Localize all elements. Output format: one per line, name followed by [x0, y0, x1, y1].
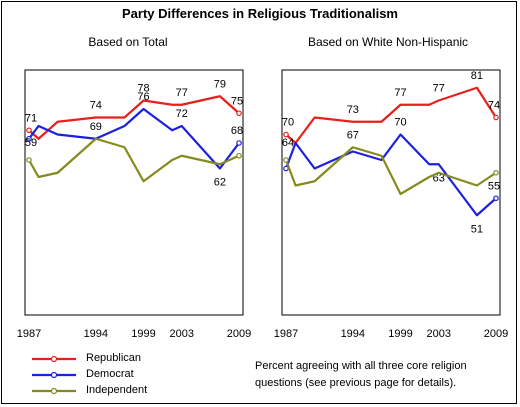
chart-0-marker-independent	[26, 157, 32, 163]
chart-0-data-label: 68	[231, 125, 243, 137]
right-chart-title: Based on White Non-Hispanic	[307, 35, 469, 49]
chart-1-data-label: 51	[471, 223, 483, 235]
chart-0-x-tick-label: 1999	[131, 328, 155, 340]
chart-1-x-tick-label: 2003	[426, 328, 450, 340]
chart-0-marker-republican	[26, 127, 32, 134]
chart-0-marker-democrat	[26, 135, 32, 142]
chart-0-data-label: 79	[214, 78, 226, 90]
legend-swatch-independent	[32, 387, 76, 395]
chart-0-data-label: 69	[90, 121, 102, 133]
chart-0-plot-frame	[24, 69, 244, 316]
chart-0-data-label: 74	[90, 100, 102, 112]
chart-1-data-label: 77	[394, 87, 406, 99]
chart-1-series-line-republican	[285, 86, 497, 145]
legend-label-democrat: Democrat	[86, 368, 134, 380]
chart-0-data-label: 77	[176, 87, 188, 99]
chart-1-series-line-democrat	[284, 133, 497, 217]
chart-1-marker-republican	[283, 131, 289, 138]
legend-marker-democrat	[50, 371, 58, 379]
footnote: Percent agreeing with all three core rel…	[255, 360, 467, 389]
chart-0-marker-independent	[236, 152, 242, 159]
legend-swatch-republican	[32, 355, 76, 363]
chart-0-x-tick-label: 1987	[17, 328, 41, 340]
chart-0-data-label: 75	[231, 95, 243, 107]
chart-0-data-label: 71	[25, 112, 37, 124]
chart-0-series-line-democrat	[28, 107, 240, 170]
legend-marker-republican	[50, 355, 58, 363]
chart-1-data-label: 70	[394, 117, 406, 129]
chart-1-marker-independent	[283, 157, 289, 163]
chart-0-data-label: 76	[137, 91, 149, 103]
chart-0-data-label: 78	[137, 83, 149, 95]
chart-1-data-label: 67	[347, 129, 359, 141]
chart-1-data-label: 55	[488, 180, 500, 192]
chart-1-data-label: 73	[347, 104, 359, 116]
chart-1-data-label: 64	[282, 137, 294, 149]
chart-0-data-label: 72	[176, 108, 188, 120]
chart-1-marker-democrat	[493, 195, 499, 202]
chart-0-data-label: 59	[25, 137, 37, 149]
chart-0-x-tick-label: 2009	[227, 328, 251, 340]
chart-0-data-label: 62	[214, 177, 226, 189]
legend-swatch-democrat	[32, 371, 76, 379]
chart-1-x-tick-label: 2009	[484, 328, 508, 340]
chart-0-marker-republican	[236, 110, 242, 117]
chart-0-x-tick-label: 2003	[169, 328, 193, 340]
chart-1-marker-republican	[493, 114, 499, 121]
chart-1-data-label: 74	[488, 100, 500, 112]
chart-0-marker-democrat	[236, 140, 242, 146]
chart-1-data-label: 77	[433, 83, 445, 95]
chart-1-data-label: 81	[471, 70, 483, 82]
chart-1-x-tick-label: 1994	[341, 328, 365, 340]
chart-1-plot-frame	[281, 69, 501, 316]
legend-label-republican: Republican	[86, 352, 142, 364]
chart-1-series-line-independent	[284, 146, 497, 196]
chart-1-marker-independent	[493, 169, 499, 176]
chart-1-x-tick-label: 1999	[388, 328, 412, 340]
chart-0-series-line-independent	[28, 137, 240, 183]
chart-1-x-tick-label: 1987	[274, 328, 298, 340]
chart-1-data-label: 70	[282, 117, 294, 129]
figure-title: Party Differences in Religious Tradition…	[122, 6, 398, 21]
legend-label-independent: Independent	[86, 384, 148, 396]
left-chart-title: Based on Total	[88, 35, 168, 49]
legend-marker-independent	[50, 387, 58, 395]
chart-0-x-tick-label: 1994	[84, 328, 108, 340]
